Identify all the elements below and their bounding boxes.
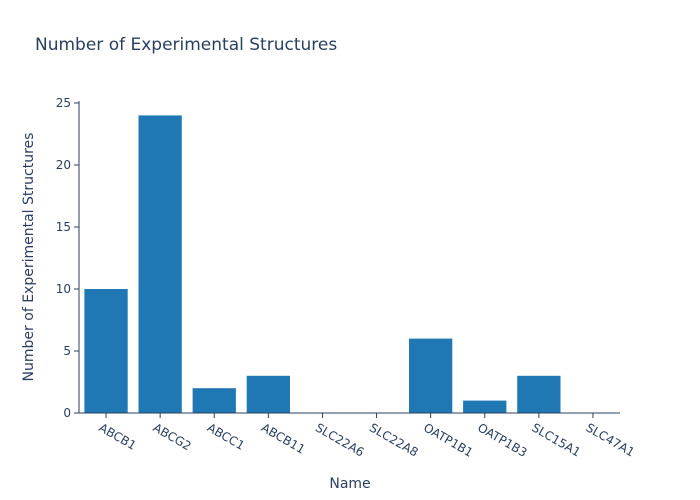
y-axis-title: Number of Experimental Structures xyxy=(21,133,37,382)
x-tick-label: ABCG2 xyxy=(151,420,194,453)
x-tick-label: SLC22A8 xyxy=(367,420,421,459)
x-tick-label: SLC15A1 xyxy=(529,420,583,459)
y-tick-label: 25 xyxy=(56,96,71,110)
y-tick-label: 10 xyxy=(56,282,71,296)
chart-title: Number of Experimental Structures xyxy=(35,35,337,55)
y-tick-label: 15 xyxy=(56,220,71,234)
x-tick-label: SLC47A1 xyxy=(583,420,637,459)
bar-abcc1 xyxy=(192,388,236,413)
bar-slc15a1 xyxy=(517,375,561,413)
y-axis: 0 5 10 15 20 25 xyxy=(56,96,80,420)
bar-abcg2 xyxy=(138,115,182,414)
y-tick-label: 5 xyxy=(63,344,71,358)
x-tick-label: ABCB1 xyxy=(97,420,139,452)
y-tick-label: 20 xyxy=(56,158,71,172)
bar-oatp1b3 xyxy=(463,400,507,413)
bars-group xyxy=(84,115,561,414)
x-axis-title: Name xyxy=(329,476,370,492)
x-tick-label: SLC22A6 xyxy=(313,420,367,459)
x-tick-label: ABCC1 xyxy=(205,420,247,452)
bar-abcb1 xyxy=(84,289,128,413)
x-tick-label: ABCB11 xyxy=(259,420,308,456)
bar-abcb11 xyxy=(246,375,290,413)
y-tick-label: 0 xyxy=(63,406,71,420)
x-axis: ABCB1 ABCG2 ABCC1 ABCB11 SLC22A6 SLC22A8 OATP1… xyxy=(79,412,637,460)
bar-oatp1b1 xyxy=(409,338,453,413)
x-tick-label: OATP1B3 xyxy=(475,420,529,459)
x-tick-label: OATP1B1 xyxy=(421,420,475,459)
